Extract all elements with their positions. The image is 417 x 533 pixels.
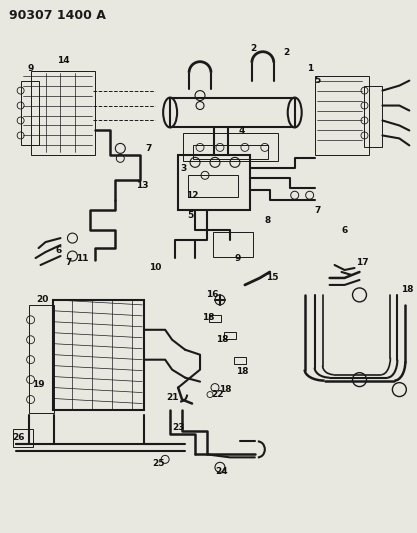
Text: 17: 17	[356, 257, 369, 266]
Text: 18: 18	[401, 286, 414, 294]
Text: 18: 18	[202, 313, 214, 322]
Text: 5: 5	[187, 211, 193, 220]
Text: 2: 2	[251, 44, 257, 53]
Bar	[209, 315, 221, 322]
Bar	[188, 175, 238, 197]
Text: 9: 9	[235, 254, 241, 263]
Bar	[315, 76, 369, 156]
Text: 21: 21	[166, 393, 178, 402]
Bar	[13, 430, 33, 447]
Text: 2: 2	[284, 48, 290, 57]
Bar	[234, 357, 246, 364]
Bar	[224, 332, 236, 339]
Bar	[213, 232, 253, 257]
Text: 19: 19	[32, 380, 45, 389]
Text: 12: 12	[186, 191, 198, 200]
Text: 4: 4	[239, 126, 245, 135]
Text: 14: 14	[57, 56, 70, 65]
Text: 23: 23	[172, 423, 184, 432]
Text: 25: 25	[152, 459, 164, 468]
Bar	[193, 146, 268, 159]
Text: 3: 3	[180, 164, 186, 173]
Bar	[20, 80, 38, 146]
Text: 15: 15	[266, 273, 278, 282]
Bar	[53, 300, 144, 409]
Text: 90307 1400 A: 90307 1400 A	[9, 9, 106, 22]
Text: 7: 7	[145, 144, 151, 153]
Bar	[178, 156, 250, 210]
Text: 9: 9	[28, 64, 34, 73]
Bar	[29, 305, 53, 413]
Bar	[170, 98, 295, 127]
Text: 8: 8	[265, 216, 271, 224]
Text: 24: 24	[216, 467, 228, 476]
Bar	[364, 86, 382, 148]
Text: 16: 16	[206, 290, 218, 300]
Text: 18: 18	[219, 385, 231, 394]
Text: 20: 20	[36, 295, 49, 304]
Text: 18: 18	[216, 335, 228, 344]
Text: 26: 26	[13, 433, 25, 442]
Text: 1: 1	[306, 64, 313, 73]
Text: 6: 6	[55, 246, 62, 255]
Text: 13: 13	[136, 181, 148, 190]
Text: 22: 22	[212, 390, 224, 399]
Bar	[183, 133, 278, 161]
Text: 7: 7	[314, 206, 321, 215]
Text: 7: 7	[65, 257, 72, 266]
Text: 5: 5	[314, 76, 321, 85]
Text: 11: 11	[76, 254, 89, 263]
Text: 18: 18	[236, 367, 248, 376]
Text: 10: 10	[149, 263, 161, 272]
Bar	[30, 71, 95, 156]
Text: 6: 6	[342, 225, 348, 235]
